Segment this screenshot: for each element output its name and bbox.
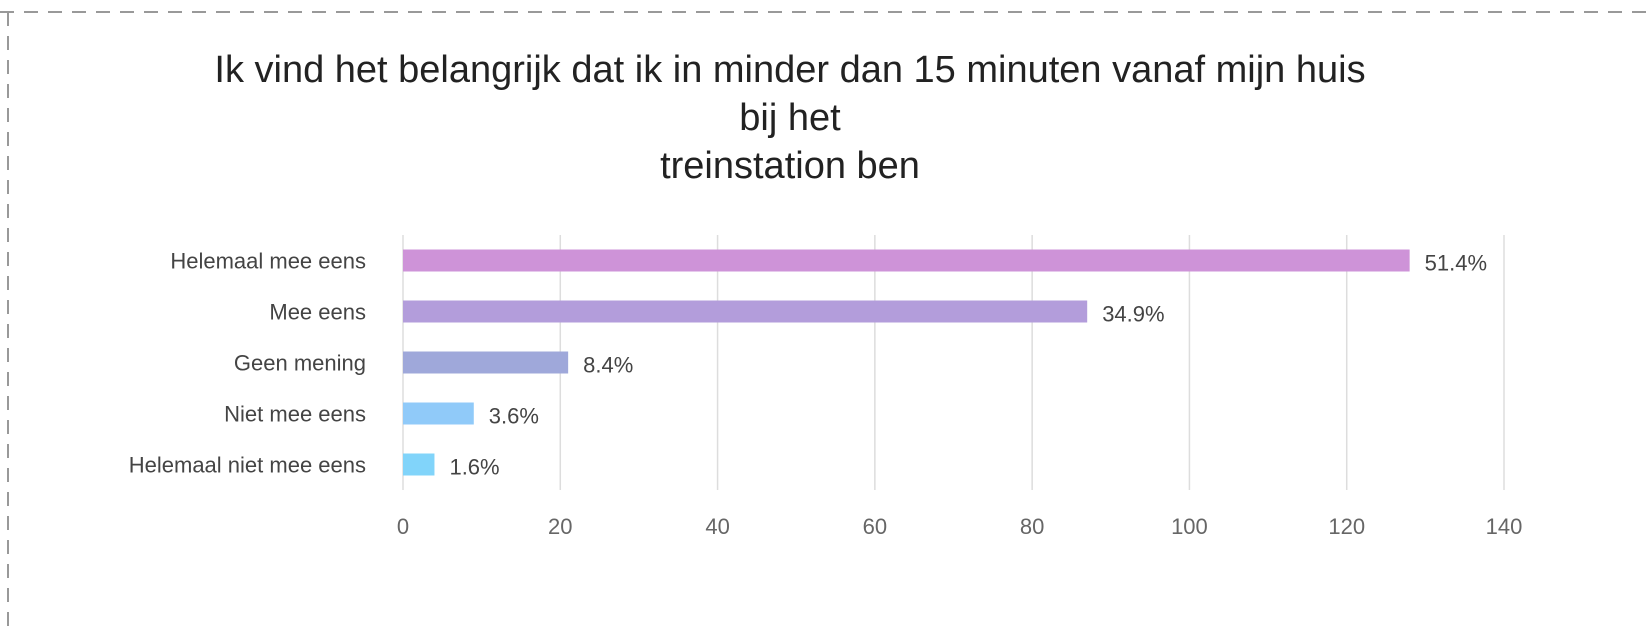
y-tick-label: Helemaal niet mee eens (129, 452, 366, 477)
x-tick-label: 80 (1020, 514, 1044, 539)
value-label: 1.6% (449, 454, 499, 479)
chart-title: Ik vind het belangrijk dat ik in minder … (214, 49, 1365, 91)
y-tick-label: Mee eens (269, 299, 366, 324)
bar (403, 351, 569, 374)
x-tick-label: 60 (863, 514, 887, 539)
bar (403, 300, 1088, 323)
bar (403, 453, 435, 476)
x-tick-label: 20 (548, 514, 572, 539)
x-tick-label: 100 (1171, 514, 1208, 539)
y-tick-label: Helemaal mee eens (170, 248, 366, 273)
bar (403, 249, 1410, 272)
value-label: 51.4% (1425, 250, 1487, 275)
chart-title: treinstation ben (660, 145, 920, 187)
x-tick-label: 140 (1486, 514, 1523, 539)
y-tick-label: Niet mee eens (224, 401, 366, 426)
value-label: 8.4% (583, 352, 633, 377)
chart-title: bij het (739, 97, 841, 139)
y-tick-label: Geen mening (234, 350, 366, 375)
value-label: 34.9% (1102, 301, 1164, 326)
value-label: 3.6% (489, 403, 539, 428)
x-tick-label: 120 (1328, 514, 1365, 539)
x-tick-label: 0 (397, 514, 409, 539)
x-tick-label: 40 (705, 514, 729, 539)
bar (403, 402, 474, 425)
